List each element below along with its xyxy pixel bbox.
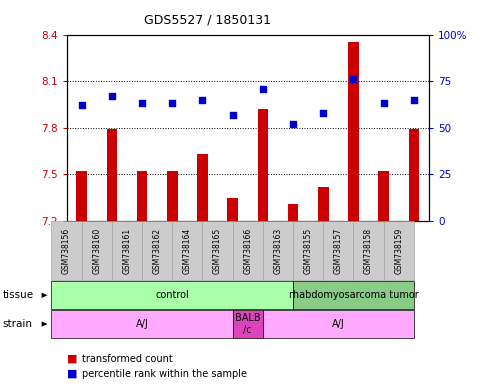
Bar: [409, 129, 419, 221]
Text: tissue: tissue: [2, 290, 34, 300]
Text: ■: ■: [67, 354, 77, 364]
Text: GSM738162: GSM738162: [153, 227, 162, 274]
Text: rhabdomyosarcoma tumor: rhabdomyosarcoma tumor: [288, 290, 418, 300]
Text: GSM738157: GSM738157: [334, 227, 343, 274]
Text: GSM738160: GSM738160: [92, 227, 101, 274]
Bar: [348, 42, 359, 221]
Text: strain: strain: [2, 319, 33, 329]
Point: [108, 93, 116, 99]
Bar: [288, 204, 298, 221]
Point: [168, 100, 176, 106]
Text: percentile rank within the sample: percentile rank within the sample: [82, 369, 247, 379]
Text: GSM738161: GSM738161: [122, 227, 132, 274]
Text: GSM738158: GSM738158: [364, 227, 373, 274]
Point: [350, 76, 357, 82]
Bar: [106, 129, 117, 221]
Text: A/J: A/J: [136, 319, 148, 329]
Bar: [227, 197, 238, 221]
Bar: [76, 171, 87, 221]
Text: control: control: [155, 290, 189, 300]
Text: GSM738164: GSM738164: [183, 227, 192, 274]
Text: GSM738155: GSM738155: [304, 227, 313, 274]
Bar: [137, 171, 147, 221]
Point: [78, 102, 86, 108]
Text: ■: ■: [67, 369, 77, 379]
Point: [138, 100, 146, 106]
Text: GSM738156: GSM738156: [62, 227, 71, 274]
Text: transformed count: transformed count: [82, 354, 173, 364]
Point: [410, 97, 418, 103]
Point: [199, 97, 207, 103]
Point: [319, 110, 327, 116]
Text: A/J: A/J: [332, 319, 345, 329]
Text: GSM738163: GSM738163: [274, 227, 282, 274]
Bar: [257, 109, 268, 221]
Point: [380, 100, 387, 106]
Bar: [197, 154, 208, 221]
Point: [229, 112, 237, 118]
Bar: [167, 171, 177, 221]
Text: BALB
/c: BALB /c: [235, 313, 260, 335]
Bar: [378, 171, 389, 221]
Point: [289, 121, 297, 127]
Bar: [318, 187, 328, 221]
Point: [259, 86, 267, 92]
Text: GSM738159: GSM738159: [394, 227, 403, 274]
Text: GDS5527 / 1850131: GDS5527 / 1850131: [143, 13, 271, 26]
Text: GSM738166: GSM738166: [243, 227, 252, 274]
Text: GSM738165: GSM738165: [213, 227, 222, 274]
